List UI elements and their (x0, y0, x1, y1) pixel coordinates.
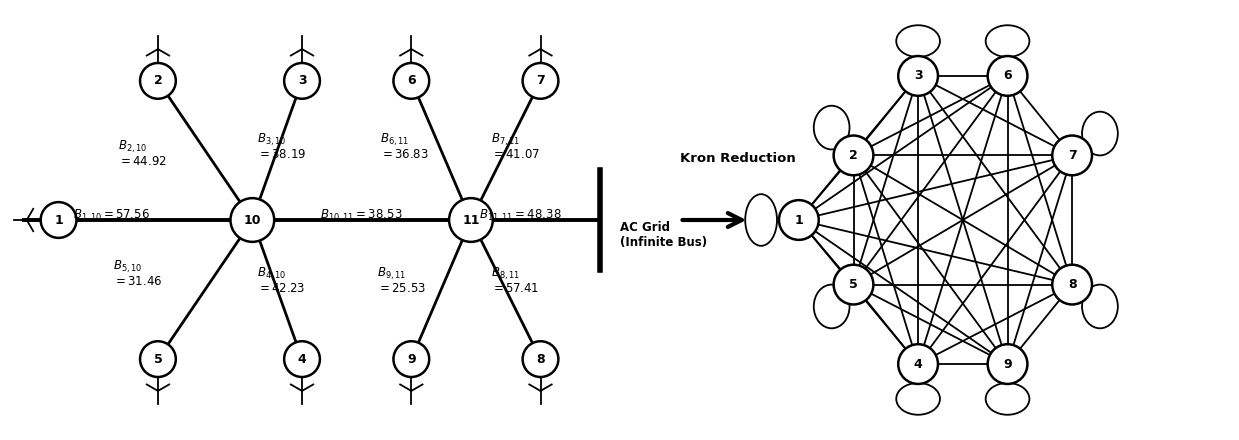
Text: $B_{7,11}$: $B_{7,11}$ (491, 132, 520, 148)
Text: 3: 3 (914, 70, 922, 82)
Text: 2: 2 (849, 149, 857, 162)
Circle shape (523, 341, 559, 377)
Text: $= 41.07$: $= 41.07$ (491, 148, 540, 161)
Circle shape (1052, 265, 1092, 304)
Text: 6: 6 (1004, 70, 1012, 82)
Circle shape (140, 63, 176, 99)
Text: 9: 9 (1004, 358, 1012, 370)
Text: $= 42.23$: $= 42.23$ (258, 282, 306, 295)
Circle shape (449, 198, 493, 242)
Text: $= 44.92$: $= 44.92$ (118, 155, 167, 169)
Text: 1: 1 (794, 213, 803, 227)
Text: 6: 6 (406, 74, 415, 88)
Text: $B_{8,11}$: $B_{8,11}$ (491, 265, 520, 282)
Circle shape (523, 63, 559, 99)
Circle shape (1052, 136, 1092, 175)
Text: 7: 7 (1068, 149, 1077, 162)
Circle shape (230, 198, 274, 242)
Text: 7: 7 (536, 74, 545, 88)
Circle shape (987, 344, 1027, 384)
Circle shape (284, 63, 320, 99)
Text: $B_{9,11}$: $B_{9,11}$ (377, 265, 405, 282)
Text: $B_{5,10}$: $B_{5,10}$ (113, 258, 142, 275)
Text: $= 36.83$: $= 36.83$ (379, 148, 429, 161)
Text: $B_{2,10}$: $B_{2,10}$ (118, 139, 147, 155)
Circle shape (284, 341, 320, 377)
Circle shape (898, 56, 938, 96)
Text: 2: 2 (154, 74, 162, 88)
Circle shape (394, 341, 429, 377)
Circle shape (41, 202, 77, 238)
Text: 4: 4 (913, 358, 923, 370)
Circle shape (834, 136, 873, 175)
Text: $= 25.53$: $= 25.53$ (377, 282, 426, 295)
Text: $B_{10,11} = 38.53$: $B_{10,11} = 38.53$ (321, 208, 403, 224)
Text: $B_{11,11} = 48.38$: $B_{11,11} = 48.38$ (479, 208, 561, 224)
Circle shape (898, 344, 938, 384)
Text: $B_{1,10} = 57.56$: $B_{1,10} = 57.56$ (73, 208, 150, 224)
Circle shape (834, 265, 873, 304)
Text: 8: 8 (1068, 278, 1077, 291)
Circle shape (779, 200, 819, 240)
Text: 1: 1 (55, 213, 63, 227)
Text: 5: 5 (849, 278, 857, 291)
Text: Kron Reduction: Kron Reduction (680, 152, 795, 165)
Text: 10: 10 (244, 213, 261, 227)
Text: $B_{3,10}$: $B_{3,10}$ (258, 132, 286, 148)
Text: 3: 3 (297, 74, 306, 88)
Circle shape (394, 63, 429, 99)
Text: 4: 4 (297, 352, 306, 366)
FancyArrowPatch shape (683, 213, 742, 227)
Circle shape (987, 56, 1027, 96)
Text: 5: 5 (154, 352, 162, 366)
Text: 9: 9 (406, 352, 415, 366)
Text: 11: 11 (462, 213, 479, 227)
Text: $= 31.46$: $= 31.46$ (113, 275, 162, 288)
Text: AC Grid
(Infinite Bus): AC Grid (Infinite Bus) (620, 221, 707, 249)
Text: $= 57.41$: $= 57.41$ (491, 282, 539, 295)
Text: $B_{6,11}$: $B_{6,11}$ (379, 132, 409, 148)
Text: $B_{4,10}$: $B_{4,10}$ (258, 265, 286, 282)
Circle shape (140, 341, 176, 377)
Text: $= 38.19$: $= 38.19$ (258, 148, 306, 161)
Text: 8: 8 (536, 352, 545, 366)
